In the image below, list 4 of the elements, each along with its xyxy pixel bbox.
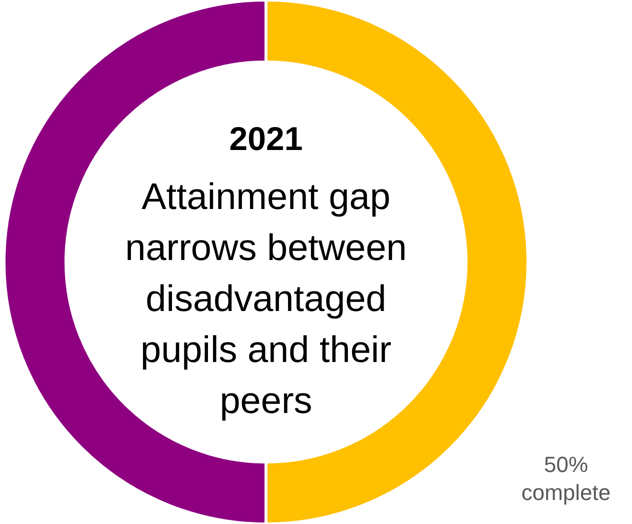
text: Attainment gap narrows between disadvantaged pupils and their peers — [125, 176, 407, 421]
text: 2021 — [229, 120, 303, 157]
data-label: 50% — [544, 452, 588, 477]
slice-label: complete — [521, 480, 611, 505]
